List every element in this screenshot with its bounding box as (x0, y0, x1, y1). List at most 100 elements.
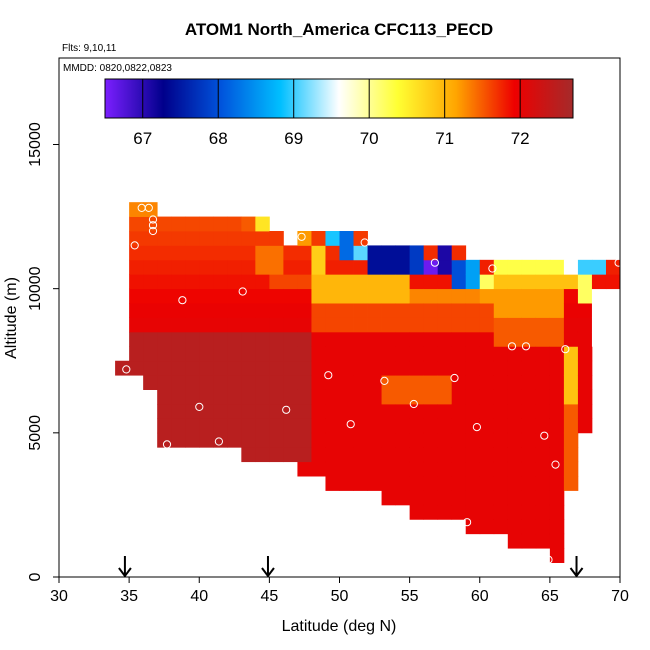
heatmap-cell (129, 259, 144, 275)
heatmap-cell (115, 360, 130, 376)
heatmap-cell (325, 476, 340, 491)
heatmap-cell (423, 404, 439, 419)
heatmap-cell (451, 389, 467, 405)
heatmap-cell (409, 418, 425, 434)
heatmap-cell (353, 259, 368, 275)
heatmap-cell (437, 389, 453, 405)
sample-point (463, 518, 472, 527)
heatmap-cell (199, 274, 214, 290)
heatmap-cell (171, 245, 186, 261)
heatmap-cell (395, 346, 411, 362)
heatmap-cell (227, 274, 242, 290)
heatmap-cell (493, 519, 509, 535)
heatmap-cell (241, 360, 256, 376)
heatmap-cell (535, 375, 551, 390)
heatmap-cell (423, 490, 439, 506)
heatmap-cell (325, 432, 340, 448)
heatmap-cell (185, 216, 200, 232)
heatmap-cell (311, 375, 326, 390)
heatmap-cell (255, 389, 270, 405)
heatmap-cell (325, 274, 340, 290)
heatmap-cell (325, 418, 340, 434)
heatmap-cell (353, 231, 368, 246)
heatmap-cell (465, 490, 481, 506)
heatmap-cell (353, 389, 368, 405)
heatmap-cell (339, 461, 354, 477)
sample-point (238, 287, 247, 296)
heatmap-cell (157, 231, 172, 246)
sample-point (148, 221, 158, 230)
heatmap-cell (479, 389, 495, 405)
heatmap-cell (213, 274, 228, 290)
heatmap-cell (367, 375, 382, 390)
heatmap-cell (241, 346, 256, 362)
heatmap-cell (451, 303, 467, 318)
heatmap-cell (493, 504, 509, 520)
heatmap-cell (143, 375, 158, 390)
heatmap-cell (283, 432, 298, 448)
heatmap-cell (535, 504, 551, 520)
heatmap-cell (493, 346, 509, 362)
heatmap-cell (451, 490, 467, 506)
heatmap-cell (563, 404, 579, 419)
heatmap-cell (269, 389, 284, 405)
heatmap-cell (297, 346, 312, 362)
heatmap-cells (115, 202, 621, 563)
heatmap-cell (311, 389, 326, 405)
heatmap-cell (549, 519, 565, 535)
heatmap-cell (465, 317, 481, 333)
heatmap-cell (479, 331, 495, 347)
heatmap-cell (549, 288, 565, 304)
heatmap-cell (451, 360, 467, 376)
heatmap-cell (479, 418, 495, 434)
heatmap-cell (227, 375, 242, 390)
heatmap-cell (451, 375, 467, 390)
heatmap-cell (381, 331, 396, 347)
heatmap-cell (283, 245, 298, 261)
heatmap-cell (465, 404, 481, 419)
heatmap-cell (395, 375, 411, 390)
heatmap-cell (521, 533, 537, 549)
heatmap-cell (493, 375, 509, 390)
heatmap-cell (479, 504, 495, 520)
heatmap-cell (157, 245, 172, 261)
heatmap-cell (297, 331, 312, 347)
heatmap-cell (395, 418, 411, 434)
heatmap-cell (465, 303, 481, 318)
heatmap-cell (157, 346, 172, 362)
x-tick-label: 55 (401, 588, 419, 605)
heatmap-cell (437, 375, 453, 390)
heatmap-cell (563, 288, 579, 304)
heatmap-cell (479, 288, 495, 304)
heatmap-cell (227, 389, 242, 405)
heatmap-cell (381, 461, 396, 477)
heatmap-cell (157, 375, 172, 390)
heatmap-cell (423, 360, 439, 376)
heatmap-cell (493, 274, 509, 290)
heatmap-cell (577, 288, 593, 304)
heatmap-cell (395, 317, 411, 333)
heatmap-cell (493, 476, 509, 491)
heatmap-cell (255, 303, 270, 318)
heatmap-cell (255, 447, 270, 463)
heatmap-cell (535, 447, 551, 463)
heatmap-cell (255, 259, 270, 275)
heatmap-cell (479, 476, 495, 491)
heatmap-cell (185, 331, 200, 347)
heatmap-cell (269, 418, 284, 434)
heatmap-cell (325, 461, 340, 477)
heatmap-cell (521, 432, 537, 448)
heatmap-cell (143, 346, 158, 362)
heatmap-cell (577, 375, 593, 390)
heatmap-cell (241, 288, 256, 304)
heatmap-cell (451, 331, 467, 347)
x-tick-label: 60 (471, 588, 489, 605)
heatmap-cell (199, 288, 214, 304)
flight-arrow-head (569, 567, 584, 578)
heatmap-cell (143, 303, 158, 318)
heatmap-cell (157, 288, 172, 304)
heatmap-cell (493, 303, 509, 318)
heatmap-cell (479, 490, 495, 506)
heatmap-cell (507, 389, 523, 405)
heatmap-cell (339, 274, 354, 290)
